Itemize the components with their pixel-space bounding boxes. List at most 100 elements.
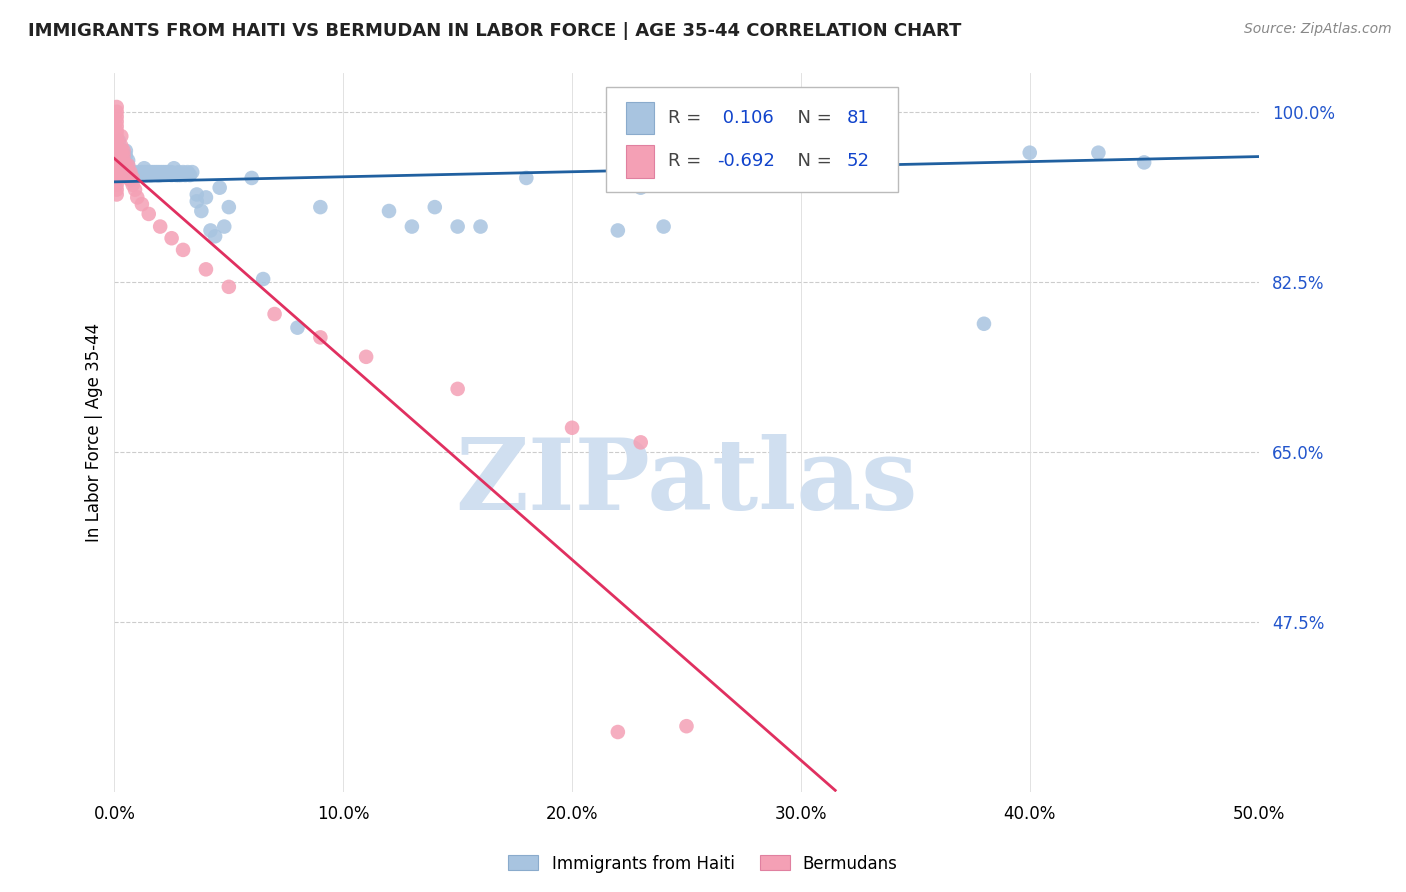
Point <box>105 144 128 158</box>
Point <box>287 320 309 334</box>
Point <box>135 165 157 179</box>
Point <box>138 165 160 179</box>
Point <box>146 168 169 182</box>
Point <box>170 168 193 182</box>
FancyBboxPatch shape <box>626 145 654 178</box>
Point <box>105 173 128 187</box>
Point <box>134 165 156 179</box>
Point <box>606 725 628 739</box>
Point <box>630 180 652 194</box>
Point <box>115 158 138 172</box>
Text: R =: R = <box>668 153 707 170</box>
Point <box>121 178 143 192</box>
Point <box>157 165 180 179</box>
Point <box>378 204 401 219</box>
Point <box>190 204 212 219</box>
Point <box>630 435 652 450</box>
Point <box>121 168 143 182</box>
Point <box>218 200 240 214</box>
Text: 81: 81 <box>846 110 869 128</box>
Point <box>121 165 143 179</box>
Point <box>138 207 160 221</box>
Point <box>309 200 332 214</box>
Point <box>105 110 128 124</box>
Point <box>105 148 128 162</box>
Point <box>105 187 128 202</box>
Point <box>105 129 128 144</box>
Point <box>515 171 537 186</box>
Point <box>561 421 583 435</box>
Point <box>447 219 470 234</box>
Point <box>447 382 470 396</box>
Point <box>105 100 128 114</box>
Point <box>131 165 153 179</box>
Point <box>160 165 183 179</box>
Point <box>149 219 172 234</box>
Point <box>470 219 492 234</box>
Text: N =: N = <box>786 153 838 170</box>
Point <box>108 144 131 158</box>
Point <box>105 124 128 138</box>
Point <box>115 158 138 172</box>
Point <box>105 114 128 128</box>
FancyBboxPatch shape <box>626 102 654 135</box>
Point <box>309 330 332 344</box>
Y-axis label: In Labor Force | Age 35-44: In Labor Force | Age 35-44 <box>86 323 103 542</box>
Point <box>204 229 226 244</box>
Point <box>142 165 165 179</box>
Text: -0.692: -0.692 <box>717 153 775 170</box>
Point <box>149 165 172 179</box>
Point <box>165 168 187 182</box>
Point <box>105 148 128 162</box>
Point <box>110 148 132 162</box>
Point <box>110 139 132 153</box>
Point <box>212 219 235 234</box>
Point <box>127 165 149 179</box>
Point <box>139 168 162 182</box>
Point <box>105 168 128 182</box>
Point <box>127 168 149 182</box>
Point <box>110 129 132 144</box>
Point <box>186 187 208 202</box>
Point <box>1018 145 1040 160</box>
Point <box>105 144 128 158</box>
Point <box>252 272 274 286</box>
Point <box>186 194 208 209</box>
Point <box>790 165 813 179</box>
Point <box>108 134 131 148</box>
Text: 0.106: 0.106 <box>717 110 775 128</box>
Point <box>115 168 138 182</box>
Point <box>194 262 217 277</box>
Point <box>112 148 135 162</box>
Point <box>401 219 423 234</box>
Point <box>423 200 446 214</box>
FancyBboxPatch shape <box>606 87 898 192</box>
Point <box>115 144 138 158</box>
Point <box>160 231 183 245</box>
Point <box>146 165 169 179</box>
Point <box>110 144 132 158</box>
Point <box>1133 155 1156 169</box>
Legend: Immigrants from Haiti, Bermudans: Immigrants from Haiti, Bermudans <box>502 848 904 880</box>
Point <box>105 163 128 178</box>
Point <box>105 178 128 192</box>
Point <box>152 165 174 179</box>
Point <box>139 165 162 179</box>
Point <box>117 153 139 168</box>
Point <box>131 197 153 211</box>
Point <box>112 153 135 168</box>
Point <box>354 350 377 364</box>
Point <box>110 144 132 158</box>
Point <box>120 173 142 187</box>
Point <box>149 168 172 182</box>
Point <box>105 104 128 119</box>
Point <box>156 165 179 179</box>
Point <box>120 165 142 179</box>
Text: IMMIGRANTS FROM HAITI VS BERMUDAN IN LABOR FORCE | AGE 35-44 CORRELATION CHART: IMMIGRANTS FROM HAITI VS BERMUDAN IN LAB… <box>28 22 962 40</box>
Point <box>172 243 194 257</box>
Point <box>606 223 628 237</box>
Point <box>105 134 128 148</box>
Point <box>208 180 231 194</box>
Point <box>263 307 285 321</box>
Point <box>721 165 744 179</box>
